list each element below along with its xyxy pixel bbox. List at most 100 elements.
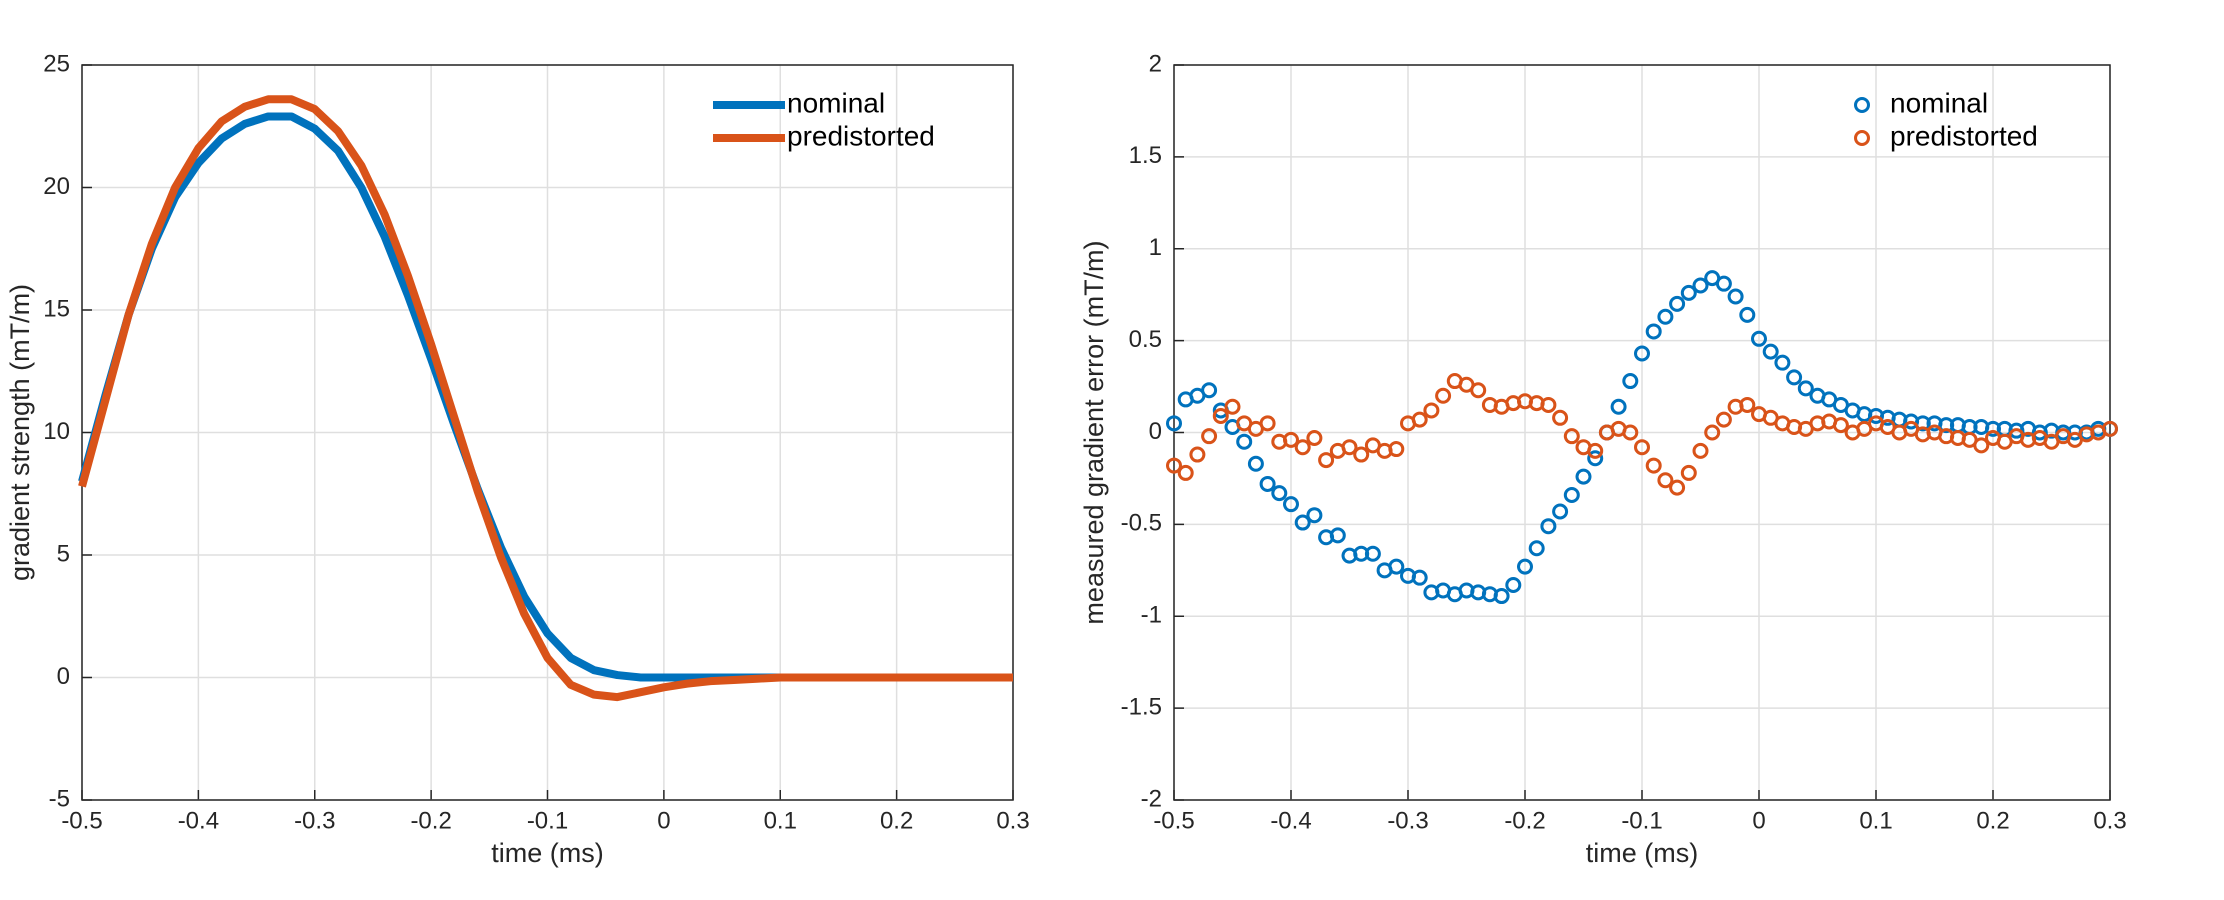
data-point xyxy=(1388,441,1405,458)
data-point xyxy=(1259,475,1276,492)
data-point xyxy=(1587,450,1604,467)
data-point xyxy=(1645,457,1662,474)
x-tick-label: -0.3 xyxy=(294,807,335,834)
axes-frame xyxy=(81,64,1014,801)
x-tick-label: -0.2 xyxy=(410,807,451,834)
y-tick-label: -2 xyxy=(1141,785,1162,812)
y-tick-label: 1 xyxy=(1149,234,1162,261)
data-point xyxy=(1669,295,1686,312)
x-tick-label: -0.4 xyxy=(1270,807,1311,834)
data-point xyxy=(1517,558,1533,575)
data-point xyxy=(1715,411,1732,428)
data-point xyxy=(1528,540,1545,557)
data-point xyxy=(1680,284,1697,301)
data-point xyxy=(1247,455,1264,472)
y-axis-label: measured gradient error (mT/m) xyxy=(1079,240,1109,624)
data-point xyxy=(1306,507,1323,524)
data-point xyxy=(1622,424,1639,441)
data-point xyxy=(1797,380,1814,397)
data-point xyxy=(1973,437,1990,454)
data-point xyxy=(1575,468,1592,485)
data-point xyxy=(1236,433,1253,450)
y-axis-label: gradient strength (mT/m) xyxy=(5,284,35,581)
x-tick-label: -0.2 xyxy=(1504,807,1545,834)
legend-label: nominal xyxy=(1890,87,1988,118)
data-point xyxy=(1727,288,1744,305)
data-point xyxy=(1540,396,1557,413)
y-tick-label: 0.5 xyxy=(1129,326,1162,353)
data-point xyxy=(1306,430,1323,447)
x-axis-label: time (ms) xyxy=(491,838,603,868)
data-point xyxy=(1212,407,1229,424)
axes-frame xyxy=(1173,64,2111,801)
y-tick-label: 1.5 xyxy=(1129,142,1162,169)
y-tick-label: 20 xyxy=(43,173,70,200)
data-point xyxy=(2102,420,2118,437)
data-point xyxy=(1751,330,1767,347)
x-tick-label: -0.1 xyxy=(527,807,568,834)
data-point xyxy=(1739,396,1756,413)
data-point xyxy=(1692,277,1709,294)
data-point xyxy=(1166,415,1182,432)
data-point xyxy=(1329,527,1346,544)
data-point xyxy=(1669,479,1686,496)
data-point xyxy=(1470,382,1487,399)
data-point xyxy=(1411,569,1428,586)
data-point xyxy=(1283,496,1299,513)
x-tick-label: 0.1 xyxy=(1859,807,1892,834)
data-point xyxy=(1657,308,1674,325)
data-point xyxy=(1587,442,1604,459)
data-point xyxy=(1364,545,1381,562)
data-point xyxy=(1294,439,1311,456)
x-tick-label: 0 xyxy=(657,807,670,834)
y-tick-label: -5 xyxy=(49,785,70,812)
y-tick-label: 5 xyxy=(57,540,70,567)
data-point xyxy=(1294,514,1311,531)
data-point xyxy=(1423,402,1440,419)
data-point xyxy=(1715,275,1732,292)
x-tick-label: 0.1 xyxy=(764,807,797,834)
data-point xyxy=(1610,398,1627,415)
data-point xyxy=(1318,452,1335,469)
data-point xyxy=(1224,398,1241,415)
data-point xyxy=(1704,424,1721,441)
chart: -0.5 -0.4 -0.3 -0.2 -0.1 0 0.1 0.2 0.3 -5 0 5 10 15 20… xyxy=(5,50,1030,868)
legend-label: predistorted xyxy=(1890,120,2038,151)
data-point xyxy=(1645,323,1662,340)
data-point xyxy=(1341,439,1358,456)
legend-swatch xyxy=(1854,97,1870,113)
x-tick-label: 0 xyxy=(1752,807,1765,834)
data-point xyxy=(1201,382,1218,399)
data-point xyxy=(1411,411,1428,428)
x-tick-label: -0.3 xyxy=(1387,807,1428,834)
y-tick-label: -1 xyxy=(1141,602,1162,629)
data-point xyxy=(1189,446,1206,463)
x-tick-label: 0.2 xyxy=(880,807,913,834)
data-point xyxy=(1762,343,1779,360)
data-point xyxy=(1540,518,1557,535)
data-point xyxy=(1786,369,1803,386)
data-point xyxy=(1201,428,1218,445)
data-point xyxy=(1634,439,1650,456)
x-tick-label: 0.2 xyxy=(1976,807,2009,834)
x-tick-label: -0.1 xyxy=(1621,807,1662,834)
chart: -0.5 -0.4 -0.3 -0.2 -0.1 0 0.1 0.2 0.3 -2 -1.5 -1 -0… xyxy=(1079,50,2127,868)
x-tick-label: -0.5 xyxy=(1153,807,1194,834)
data-point xyxy=(1435,387,1452,404)
y-tick-label: -0.5 xyxy=(1121,510,1162,537)
data-point xyxy=(1832,417,1849,434)
y-tick-label: 15 xyxy=(43,295,70,322)
data-point xyxy=(1622,373,1639,390)
data-point xyxy=(1166,457,1182,474)
y-tick-label: 0 xyxy=(57,663,70,690)
data-point xyxy=(1552,409,1569,426)
data-point xyxy=(1739,306,1756,323)
data-line xyxy=(78,95,1013,702)
data-point xyxy=(1388,558,1405,575)
data-point xyxy=(1177,464,1194,481)
data-point xyxy=(1283,431,1299,448)
y-tick-label: 2 xyxy=(1149,50,1162,77)
